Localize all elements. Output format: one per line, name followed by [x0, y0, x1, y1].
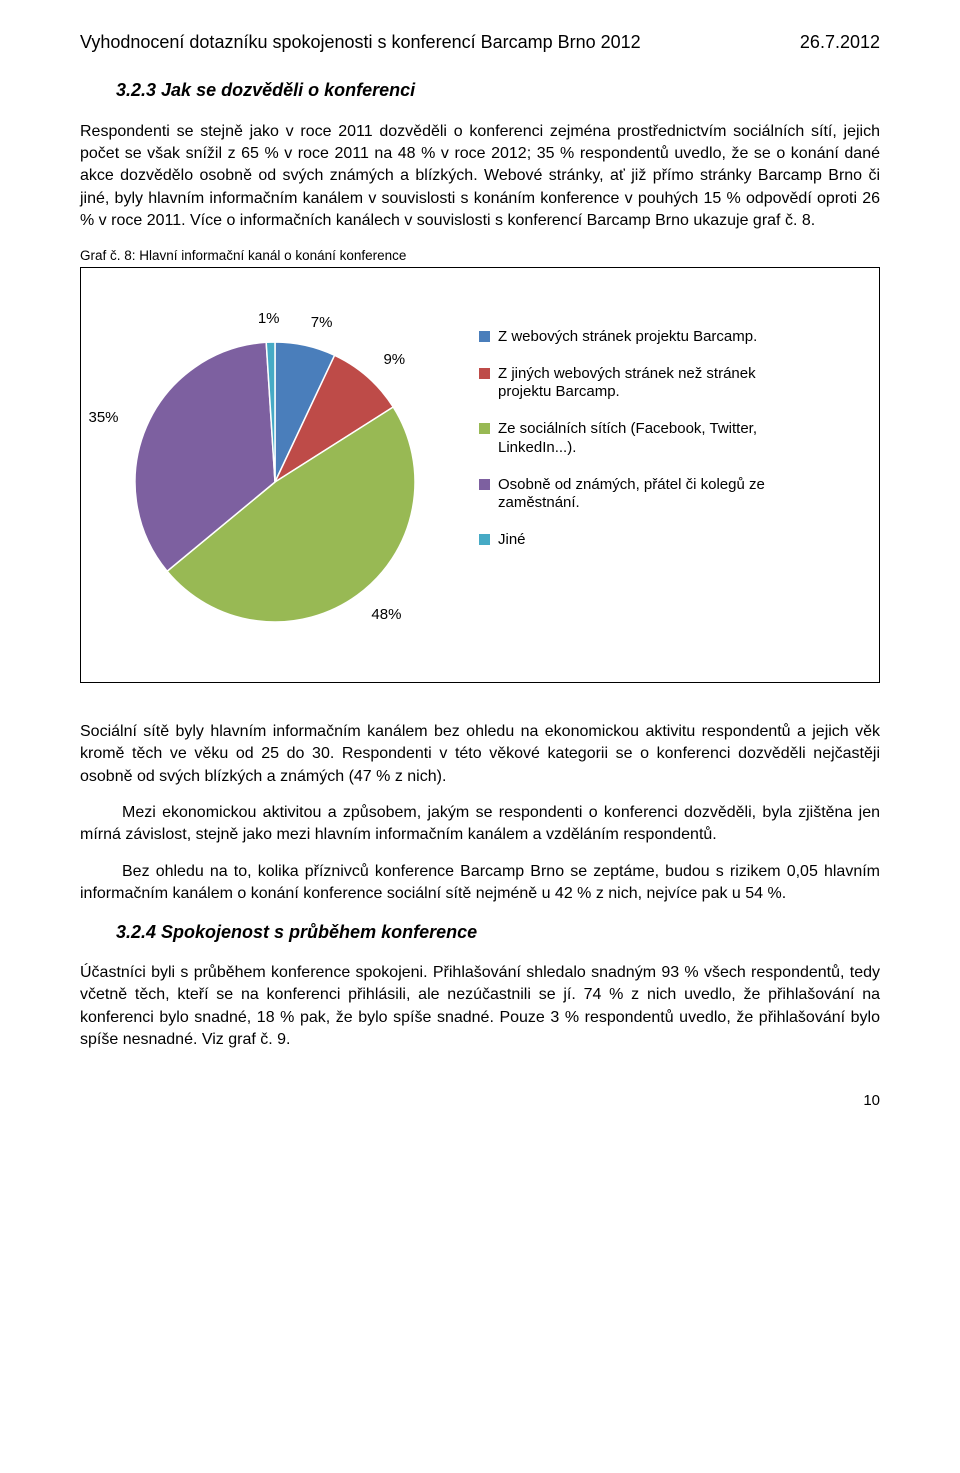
pie-slice-label: 35% [89, 408, 119, 428]
legend-label: Z jiných webových stránek než stránek pr… [498, 365, 789, 403]
legend-swatch [479, 331, 490, 342]
chart-caption: Graf č. 8: Hlavní informační kanál o kon… [80, 247, 880, 265]
header-title: Vyhodnocení dotazníku spokojenosti s kon… [80, 30, 641, 54]
chart-body: 7%9%48%35%1% Z webových stránek projektu… [95, 282, 865, 642]
chart-frame: 7% 9% 48% 35% 1% Z webových stránek projektu… [80, 267, 880, 683]
legend-item: Z webových stránek projektu Barcamp. [479, 328, 789, 347]
legend-label: Z webových stránek projektu Barcamp. [498, 328, 757, 347]
pie-slice-label: 7% [311, 313, 333, 333]
pie-slice-label: 48% [371, 605, 401, 625]
paragraph-5: Účastníci byli s průběhem konference spo… [80, 962, 880, 1052]
paragraph-3: Mezi ekonomickou aktivitou a způsobem, j… [80, 802, 880, 847]
pie-slice-label: 1% [258, 309, 280, 329]
legend-swatch [479, 423, 490, 434]
legend-swatch [479, 534, 490, 545]
paragraph-1: Respondenti se stejně jako v roce 2011 d… [80, 121, 880, 233]
page-number: 10 [80, 1091, 880, 1111]
page-header: Vyhodnocení dotazníku spokojenosti s kon… [80, 30, 880, 54]
legend-swatch [479, 479, 490, 490]
legend-label: Jiné [498, 531, 526, 550]
chart-legend: Z webových stránek projektu Barcamp. Z ji… [479, 282, 789, 568]
paragraph-4: Bez ohledu na to, kolika příznivců konfe… [80, 861, 880, 906]
pie-chart: 7%9%48%35%1% [95, 282, 455, 642]
section-heading-323: 3.2.3 Jak se dozvěděli o konferenci [116, 78, 880, 102]
legend-label: Ze sociálních sítích (Facebook, Twitter,… [498, 420, 789, 458]
document-page: Vyhodnocení dotazníku spokojenosti s kon… [40, 0, 920, 1142]
pie-slice-label: 9% [383, 350, 405, 370]
legend-label: Osobně od známých, přátel či kolegů ze z… [498, 476, 789, 514]
pie-svg [95, 282, 455, 642]
header-date: 26.7.2012 [800, 30, 880, 54]
legend-item: Ze sociálních sítích (Facebook, Twitter,… [479, 420, 789, 458]
paragraph-2: Sociální sítě byly hlavním informačním k… [80, 721, 880, 788]
section-heading-324: 3.2.4 Spokojenost s průběhem konference [116, 920, 880, 944]
legend-item: Z jiných webových stránek než stránek pr… [479, 365, 789, 403]
legend-swatch [479, 368, 490, 379]
legend-item: Osobně od známých, přátel či kolegů ze z… [479, 476, 789, 514]
legend-item: Jiné [479, 531, 789, 550]
